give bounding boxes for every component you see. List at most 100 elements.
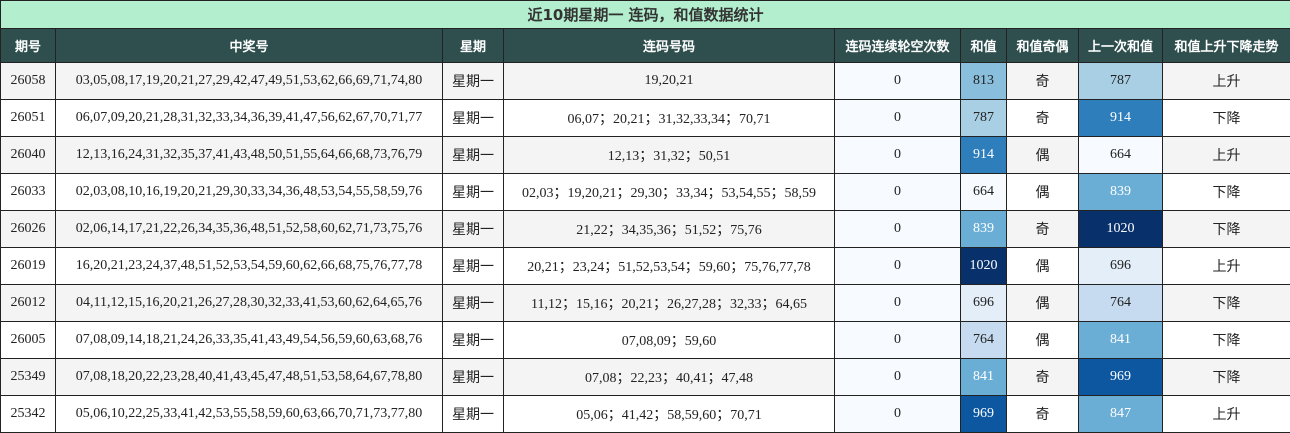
cell-issue: 26033 [1, 174, 56, 211]
cell-gap-count: 0 [835, 137, 961, 174]
table-title: 近10期星期一 连码，和值数据统计 [1, 1, 1290, 29]
cell-issue: 26019 [1, 248, 56, 285]
cell-numbers: 02,03,08,10,16,19,20,21,29,30,33,34,36,4… [56, 174, 443, 211]
cell-weekday: 星期一 [443, 396, 504, 433]
cell-prev-sum: 787 [1079, 63, 1163, 100]
cell-weekday: 星期一 [443, 137, 504, 174]
cell-trend: 下降 [1163, 174, 1290, 211]
cell-consecutive: 07,08；22,23；40,41；47,48 [504, 359, 835, 396]
cell-issue: 26012 [1, 285, 56, 322]
cell-trend: 上升 [1163, 137, 1290, 174]
cell-sum: 813 [961, 63, 1007, 100]
cell-numbers: 16,20,21,23,24,37,48,51,52,53,54,59,60,6… [56, 248, 443, 285]
cell-prev-sum: 841 [1079, 322, 1163, 359]
cell-trend: 下降 [1163, 211, 1290, 248]
cell-gap-count: 0 [835, 174, 961, 211]
cell-trend: 上升 [1163, 63, 1290, 100]
cell-sum: 839 [961, 211, 1007, 248]
cell-parity: 奇 [1007, 63, 1079, 100]
cell-consecutive: 06,07；20,21；31,32,33,34；70,71 [504, 100, 835, 137]
cell-consecutive: 11,12；15,16；20,21；26,27,28；32,33；64,65 [504, 285, 835, 322]
cell-parity: 偶 [1007, 285, 1079, 322]
cell-gap-count: 0 [835, 322, 961, 359]
cell-sum: 1020 [961, 248, 1007, 285]
cell-sum: 841 [961, 359, 1007, 396]
cell-parity: 偶 [1007, 248, 1079, 285]
cell-gap-count: 0 [835, 100, 961, 137]
cell-prev-sum: 914 [1079, 100, 1163, 137]
cell-issue: 26058 [1, 63, 56, 100]
header-trend: 和值上升下降走势 [1163, 29, 1290, 63]
cell-gap-count: 0 [835, 396, 961, 433]
header-issue: 期号 [1, 29, 56, 63]
cell-numbers: 06,07,09,20,21,28,31,32,33,34,36,39,41,4… [56, 100, 443, 137]
cell-parity: 偶 [1007, 137, 1079, 174]
header-gap-count: 连码连续轮空次数 [835, 29, 961, 63]
cell-trend: 下降 [1163, 285, 1290, 322]
cell-gap-count: 0 [835, 359, 961, 396]
cell-issue: 25342 [1, 396, 56, 433]
cell-consecutive: 21,22；34,35,36；51,52；75,76 [504, 211, 835, 248]
cell-prev-sum: 764 [1079, 285, 1163, 322]
cell-consecutive: 19,20,21 [504, 63, 835, 100]
cell-numbers: 07,08,18,20,22,23,28,40,41,43,45,47,48,5… [56, 359, 443, 396]
cell-consecutive: 12,13；31,32；50,51 [504, 137, 835, 174]
cell-trend: 上升 [1163, 248, 1290, 285]
cell-weekday: 星期一 [443, 359, 504, 396]
cell-trend: 下降 [1163, 322, 1290, 359]
header-consecutive: 连码号码 [504, 29, 835, 63]
cell-gap-count: 0 [835, 211, 961, 248]
cell-parity: 偶 [1007, 322, 1079, 359]
cell-parity: 偶 [1007, 174, 1079, 211]
cell-weekday: 星期一 [443, 285, 504, 322]
cell-weekday: 星期一 [443, 248, 504, 285]
cell-consecutive: 05,06；41,42；58,59,60；70,71 [504, 396, 835, 433]
cell-weekday: 星期一 [443, 100, 504, 137]
cell-parity: 奇 [1007, 211, 1079, 248]
cell-issue: 26005 [1, 322, 56, 359]
cell-parity: 奇 [1007, 359, 1079, 396]
cell-trend: 下降 [1163, 100, 1290, 137]
cell-gap-count: 0 [835, 248, 961, 285]
cell-weekday: 星期一 [443, 211, 504, 248]
cell-parity: 奇 [1007, 100, 1079, 137]
cell-prev-sum: 664 [1079, 137, 1163, 174]
cell-sum: 696 [961, 285, 1007, 322]
header-weekday: 星期 [443, 29, 504, 63]
cell-consecutive: 07,08,09；59,60 [504, 322, 835, 359]
header-numbers: 中奖号 [56, 29, 443, 63]
header-sum: 和值 [961, 29, 1007, 63]
cell-numbers: 03,05,08,17,19,20,21,27,29,42,47,49,51,5… [56, 63, 443, 100]
cell-issue: 26040 [1, 137, 56, 174]
cell-weekday: 星期一 [443, 322, 504, 359]
cell-numbers: 02,06,14,17,21,22,26,34,35,36,48,51,52,5… [56, 211, 443, 248]
cell-sum: 914 [961, 137, 1007, 174]
cell-prev-sum: 696 [1079, 248, 1163, 285]
cell-prev-sum: 969 [1079, 359, 1163, 396]
cell-prev-sum: 847 [1079, 396, 1163, 433]
cell-consecutive: 02,03；19,20,21；29,30；33,34；53,54,55；58,5… [504, 174, 835, 211]
cell-gap-count: 0 [835, 285, 961, 322]
cell-numbers: 05,06,10,22,25,33,41,42,53,55,58,59,60,6… [56, 396, 443, 433]
cell-numbers: 07,08,09,14,18,21,24,26,33,35,41,43,49,5… [56, 322, 443, 359]
cell-parity: 奇 [1007, 396, 1079, 433]
cell-sum: 664 [961, 174, 1007, 211]
cell-consecutive: 20,21；23,24；51,52,53,54；59,60；75,76,77,7… [504, 248, 835, 285]
cell-numbers: 12,13,16,24,31,32,35,37,41,43,48,50,51,5… [56, 137, 443, 174]
header-parity: 和值奇偶 [1007, 29, 1079, 63]
cell-trend: 下降 [1163, 359, 1290, 396]
cell-prev-sum: 839 [1079, 174, 1163, 211]
cell-issue: 25349 [1, 359, 56, 396]
cell-sum: 764 [961, 322, 1007, 359]
